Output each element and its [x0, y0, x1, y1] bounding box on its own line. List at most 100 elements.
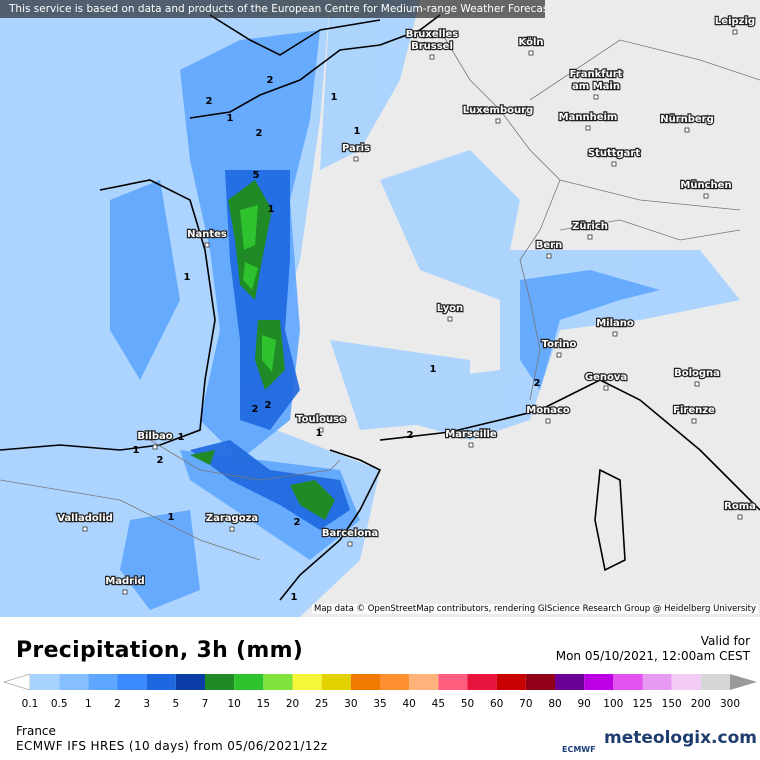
- legend-label: 30: [344, 698, 357, 710]
- legend-title: Precipitation, 3h (mm): [16, 638, 304, 663]
- city-marker: [737, 514, 743, 520]
- city-label: Genova: [585, 372, 627, 383]
- city-marker: [229, 526, 235, 532]
- legend-label: 80: [548, 698, 561, 710]
- city-label: Mannheim: [559, 112, 618, 123]
- city-marker: [353, 156, 359, 162]
- city-marker: [556, 352, 562, 358]
- city-marker: [703, 193, 709, 199]
- contour-label: 1: [168, 512, 175, 523]
- city-label: Stuttgart: [588, 148, 641, 159]
- city-label: Lyon: [437, 303, 463, 314]
- city-marker: [82, 526, 88, 532]
- city-marker: [528, 50, 534, 56]
- brand-logo[interactable]: meteologix.com: [604, 728, 757, 748]
- precip-bright-green: [240, 205, 276, 372]
- precip-green: [190, 180, 335, 520]
- contour-label: 2: [407, 430, 414, 441]
- color-bin: [525, 674, 555, 690]
- color-bin: [350, 674, 380, 690]
- contour-label: 2: [256, 128, 263, 139]
- color-bin: [292, 674, 322, 690]
- city-label: am Main: [572, 81, 620, 92]
- contour-label: 1: [331, 92, 338, 103]
- ecmwf-logo: ECMWF: [562, 745, 596, 754]
- contour-label: 1: [227, 113, 234, 124]
- legend-label: 3: [143, 698, 150, 710]
- color-bin: [30, 674, 60, 690]
- city-label: Roma: [724, 501, 756, 512]
- borders: [0, 29, 760, 561]
- legend-label: 70: [519, 698, 532, 710]
- color-bin: [59, 674, 89, 690]
- contour-label: 2: [265, 400, 272, 411]
- city-marker: [347, 541, 353, 547]
- contour-label: 1: [184, 272, 191, 283]
- city-label: Zürich: [572, 221, 608, 232]
- city-label: Firenze: [673, 405, 715, 416]
- legend-label: 35: [373, 698, 386, 710]
- city-marker: [468, 442, 474, 448]
- region: France: [16, 724, 56, 738]
- contour-label: 1: [268, 204, 275, 215]
- contour-label: 1: [430, 364, 437, 375]
- color-bin: [613, 674, 643, 690]
- under-triangle: [2, 673, 31, 691]
- color-bin: [263, 674, 293, 690]
- city-marker: [429, 54, 435, 60]
- legend-label: 60: [490, 698, 503, 710]
- legend-label: 2: [114, 698, 121, 710]
- color-bin: [234, 674, 264, 690]
- legend-label: 90: [577, 698, 590, 710]
- city-marker: [684, 127, 690, 133]
- color-bin: [438, 674, 468, 690]
- city-marker: [545, 418, 551, 424]
- color-bin: [700, 674, 730, 690]
- legend-label: 150: [662, 698, 682, 710]
- legend-label: 50: [461, 698, 474, 710]
- color-bin: [642, 674, 672, 690]
- city-label: Toulouse: [296, 414, 346, 425]
- city-marker: [587, 234, 593, 240]
- legend-label: 25: [315, 698, 328, 710]
- legend-label: 100: [603, 698, 623, 710]
- model-run: ECMWF IFS HRES (10 days) from 05/06/2021…: [16, 739, 328, 753]
- over-triangle: [730, 674, 757, 690]
- city-label: Nürnberg: [660, 114, 714, 125]
- city-label: Leipzig: [715, 16, 755, 27]
- city-label: Nantes: [187, 229, 227, 240]
- legend-label: 45: [432, 698, 445, 710]
- city-marker: [612, 331, 618, 337]
- contour-label: 1: [133, 445, 140, 456]
- color-bin: [555, 674, 585, 690]
- legend-label: 0.1: [22, 698, 39, 710]
- city-marker: [593, 94, 599, 100]
- color-bin: [205, 674, 235, 690]
- city-label: Marseille: [445, 429, 497, 440]
- city-marker: [694, 381, 700, 387]
- legend-label: 20: [286, 698, 299, 710]
- legend-label: 40: [402, 698, 415, 710]
- legend-label: 7: [202, 698, 209, 710]
- valid-time: Mon 05/10/2021, 12:00am CEST: [555, 649, 750, 663]
- contour-label: 2: [267, 75, 274, 86]
- contour-label: 1: [291, 592, 298, 603]
- city-marker: [152, 444, 158, 450]
- city-marker: [318, 427, 324, 433]
- color-bin: [321, 674, 351, 690]
- city-label: Monaco: [526, 405, 570, 416]
- color-bin: [380, 674, 410, 690]
- legend-label: 125: [632, 698, 652, 710]
- city-marker: [603, 385, 609, 391]
- city-label: Bruxelles: [406, 29, 459, 40]
- city-label: München: [680, 180, 731, 191]
- contour-label: 5: [253, 170, 260, 181]
- color-bin: [175, 674, 205, 690]
- city-label: Köln: [519, 37, 544, 48]
- color-bin: [117, 674, 147, 690]
- legend-label: 300: [720, 698, 740, 710]
- legend-label: 15: [257, 698, 270, 710]
